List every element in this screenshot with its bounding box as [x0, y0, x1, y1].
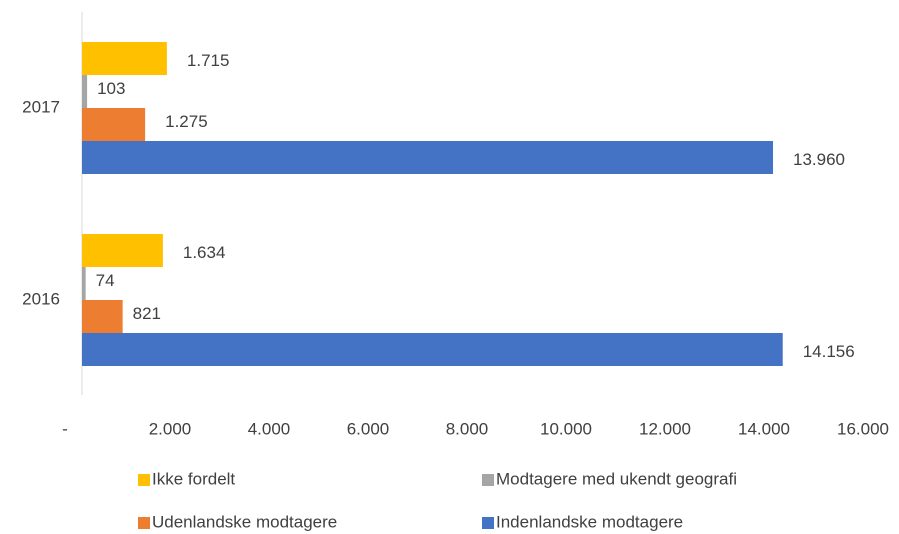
data-label: 14.156 — [803, 342, 855, 361]
x-tick-label: - — [62, 419, 68, 438]
bar — [82, 75, 88, 108]
data-label: 74 — [96, 271, 115, 290]
legend-label: Ikke fordelt — [152, 469, 235, 488]
bar — [82, 108, 146, 141]
x-tick-label: 4.000 — [248, 419, 291, 438]
data-label: 103 — [97, 79, 125, 98]
x-tick-label: 14.000 — [738, 419, 790, 438]
data-label: 821 — [133, 304, 161, 323]
x-tick-label: 8.000 — [446, 419, 489, 438]
data-label: 1.715 — [187, 51, 230, 70]
bar — [82, 42, 167, 75]
legend-swatch — [138, 517, 150, 529]
bar — [82, 267, 86, 300]
data-label: 13.960 — [793, 150, 845, 169]
x-tick-label: 10.000 — [540, 419, 592, 438]
y-tick-label: 2017 — [22, 97, 60, 116]
data-label: 1.634 — [183, 243, 226, 262]
legend-swatch — [138, 474, 150, 486]
x-tick-label: 12.000 — [639, 419, 691, 438]
data-label: 1.275 — [165, 112, 208, 131]
legend-swatch — [482, 474, 494, 486]
x-tick-label: 16.000 — [837, 419, 889, 438]
legend-swatch — [482, 517, 494, 529]
legend-label: Indenlandske modtagere — [496, 512, 683, 531]
y-tick-label: 2016 — [22, 289, 60, 308]
bar — [82, 234, 163, 267]
x-tick-label: 2.000 — [149, 419, 192, 438]
bar — [82, 300, 123, 333]
bar — [82, 333, 783, 366]
legend-label: Udenlandske modtagere — [152, 512, 337, 531]
bar — [82, 141, 774, 174]
legend-label: Modtagere med ukendt geografi — [496, 469, 737, 488]
x-tick-label: 6.000 — [347, 419, 390, 438]
